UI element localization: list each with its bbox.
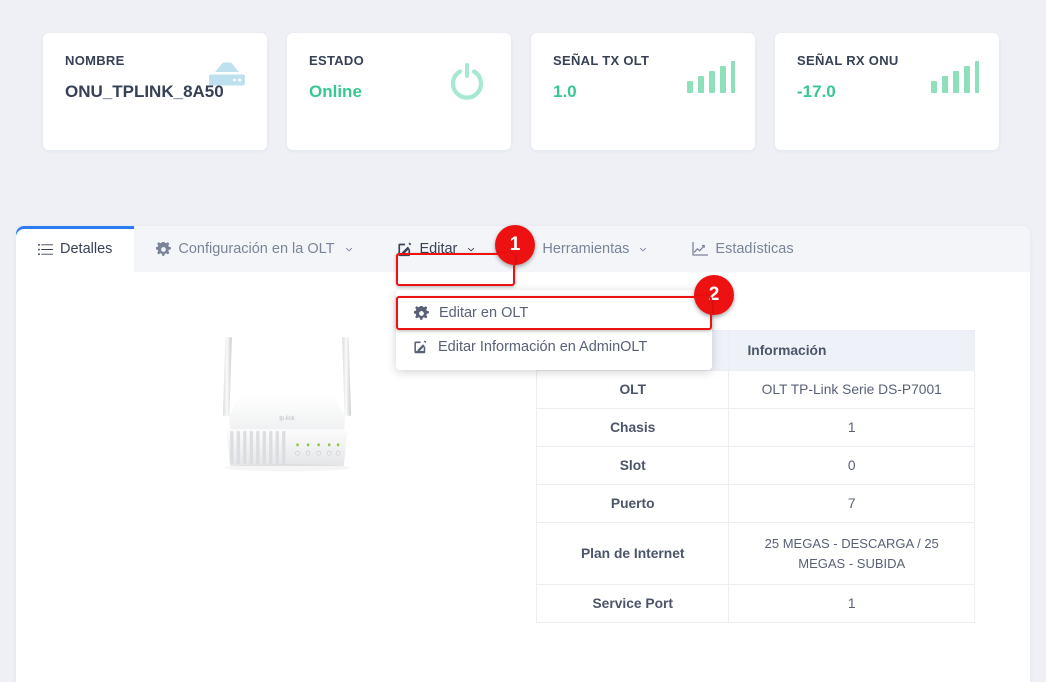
- svg-text:tp-link: tp-link: [279, 416, 295, 422]
